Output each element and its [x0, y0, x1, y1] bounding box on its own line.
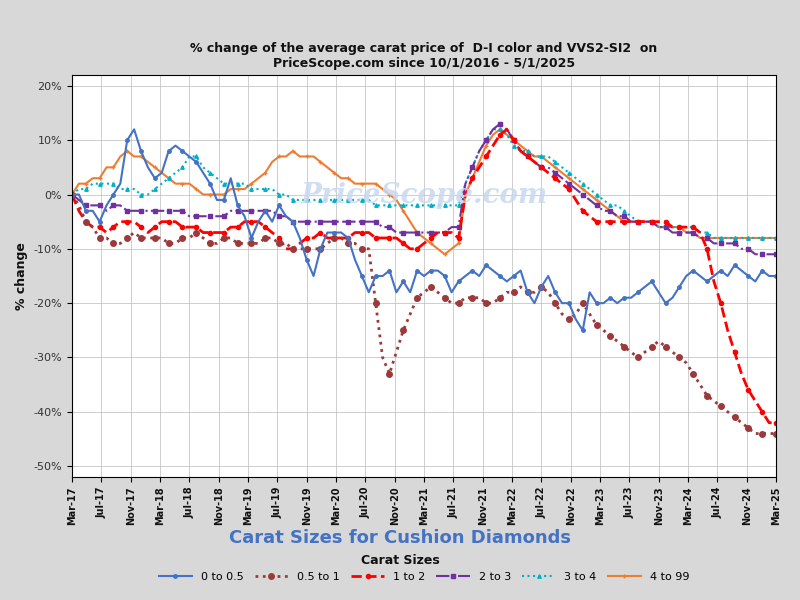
Text: Carat Sizes for Cushion Diamonds: Carat Sizes for Cushion Diamonds: [229, 529, 571, 547]
1 to 2: [502, 126, 512, 133]
4 to 99: [67, 191, 77, 198]
0 to 0.5: [482, 262, 491, 269]
2 to 3: [695, 235, 705, 242]
3 to 4: [723, 235, 733, 242]
1 to 2: [771, 419, 781, 426]
Y-axis label: % change: % change: [15, 242, 28, 310]
0.5 to 1: [261, 235, 270, 242]
0 to 0.5: [737, 267, 746, 274]
0.5 to 1: [709, 397, 718, 404]
Line: 0.5 to 1: 0.5 to 1: [70, 192, 778, 436]
1 to 2: [730, 349, 739, 356]
0 to 0.5: [723, 272, 733, 280]
3 to 4: [716, 235, 726, 242]
Line: 4 to 99: 4 to 99: [70, 127, 778, 256]
1 to 2: [764, 419, 774, 426]
1 to 2: [709, 278, 718, 285]
1 to 2: [474, 164, 484, 171]
3 to 4: [737, 235, 746, 242]
1 to 2: [695, 229, 705, 236]
4 to 99: [261, 169, 270, 176]
4 to 99: [737, 235, 746, 242]
2 to 3: [771, 251, 781, 258]
3 to 4: [488, 126, 498, 133]
Line: 0 to 0.5: 0 to 0.5: [70, 128, 778, 332]
Legend: 0 to 0.5, 0.5 to 1, 1 to 2, 2 to 3, 3 to 4, 4 to 99: 0 to 0.5, 0.5 to 1, 1 to 2, 2 to 3, 3 to…: [154, 567, 694, 586]
0.5 to 1: [474, 294, 484, 301]
2 to 3: [730, 240, 739, 247]
4 to 99: [771, 235, 781, 242]
2 to 3: [716, 240, 726, 247]
2 to 3: [495, 120, 505, 127]
0.5 to 1: [688, 370, 698, 377]
2 to 3: [67, 191, 77, 198]
4 to 99: [702, 235, 712, 242]
Line: 1 to 2: 1 to 2: [70, 127, 778, 425]
0 to 0.5: [702, 278, 712, 285]
0.5 to 1: [750, 430, 760, 437]
3 to 4: [709, 235, 718, 242]
1 to 2: [261, 224, 270, 231]
2 to 3: [709, 240, 718, 247]
3 to 4: [261, 185, 270, 193]
0 to 0.5: [130, 126, 139, 133]
0 to 0.5: [716, 267, 726, 274]
0 to 0.5: [578, 327, 587, 334]
0.5 to 1: [771, 430, 781, 437]
0.5 to 1: [67, 191, 77, 198]
4 to 99: [495, 126, 505, 133]
4 to 99: [716, 235, 726, 242]
1 to 2: [67, 191, 77, 198]
Text: Carat Sizes: Carat Sizes: [361, 554, 439, 567]
4 to 99: [482, 142, 491, 149]
1 to 2: [716, 299, 726, 307]
Line: 2 to 3: 2 to 3: [70, 122, 778, 256]
0 to 0.5: [771, 272, 781, 280]
3 to 4: [474, 148, 484, 155]
0 to 0.5: [67, 191, 77, 198]
Title: % change of the average carat price of  D-I color and VVS2-SI2  on
PriceScope.co: % change of the average carat price of D…: [190, 41, 658, 70]
4 to 99: [440, 251, 450, 258]
2 to 3: [261, 207, 270, 214]
3 to 4: [67, 191, 77, 198]
2 to 3: [474, 148, 484, 155]
2 to 3: [750, 251, 760, 258]
4 to 99: [723, 235, 733, 242]
0 to 0.5: [267, 218, 277, 225]
0.5 to 1: [723, 408, 733, 415]
Line: 3 to 4: 3 to 4: [70, 128, 778, 240]
Text: PriceScope.com: PriceScope.com: [300, 182, 548, 209]
3 to 4: [771, 235, 781, 242]
3 to 4: [695, 229, 705, 236]
0.5 to 1: [702, 392, 712, 399]
